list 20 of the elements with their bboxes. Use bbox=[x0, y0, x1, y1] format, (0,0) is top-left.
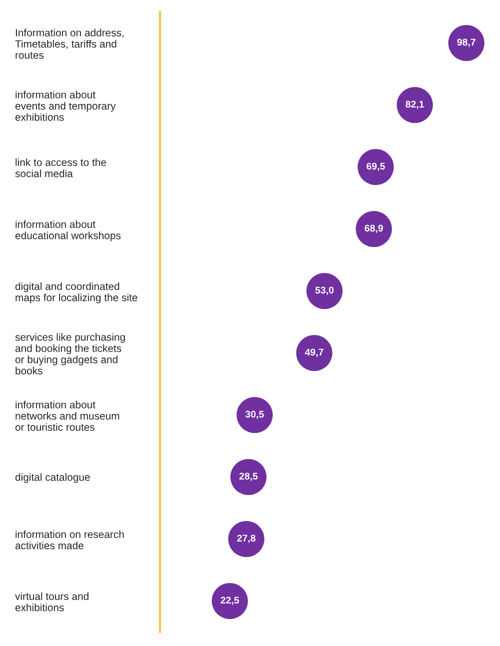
data-label: 68,9 bbox=[364, 224, 383, 234]
y-tick-label: information on research activities made bbox=[15, 530, 124, 550]
data-label: 30,5 bbox=[245, 410, 264, 420]
y-tick-label: virtual tours and exhibitions bbox=[15, 592, 88, 612]
y-tick-label: services like purchasing and booking the tickets or buying gadgets and books bbox=[15, 333, 125, 374]
y-tick-label: Information on address, Timetables, tariffs and routes bbox=[15, 28, 124, 59]
data-label: 28,5 bbox=[239, 472, 258, 482]
data-label: 49,7 bbox=[304, 348, 324, 358]
data-label: 27,8 bbox=[237, 534, 256, 544]
data-label: 69,5 bbox=[366, 162, 385, 172]
y-tick-label: digital catalogue bbox=[15, 473, 90, 483]
y-tick-label: information about educational workshops bbox=[15, 220, 121, 242]
y-tick-label: link to access to the social media bbox=[15, 158, 106, 178]
data-label: 22,5 bbox=[220, 596, 240, 606]
y-tick-label: information about events and temporary exhibitions bbox=[15, 90, 116, 121]
y-tick-label: digital and coordinated maps for localizing the site bbox=[15, 282, 138, 304]
data-label: 53,0 bbox=[315, 286, 334, 296]
y-tick-label: information about networks and museum or touristic routes bbox=[15, 400, 120, 431]
data-label: 82,1 bbox=[406, 100, 424, 110]
data-label: 98,7 bbox=[457, 38, 476, 48]
